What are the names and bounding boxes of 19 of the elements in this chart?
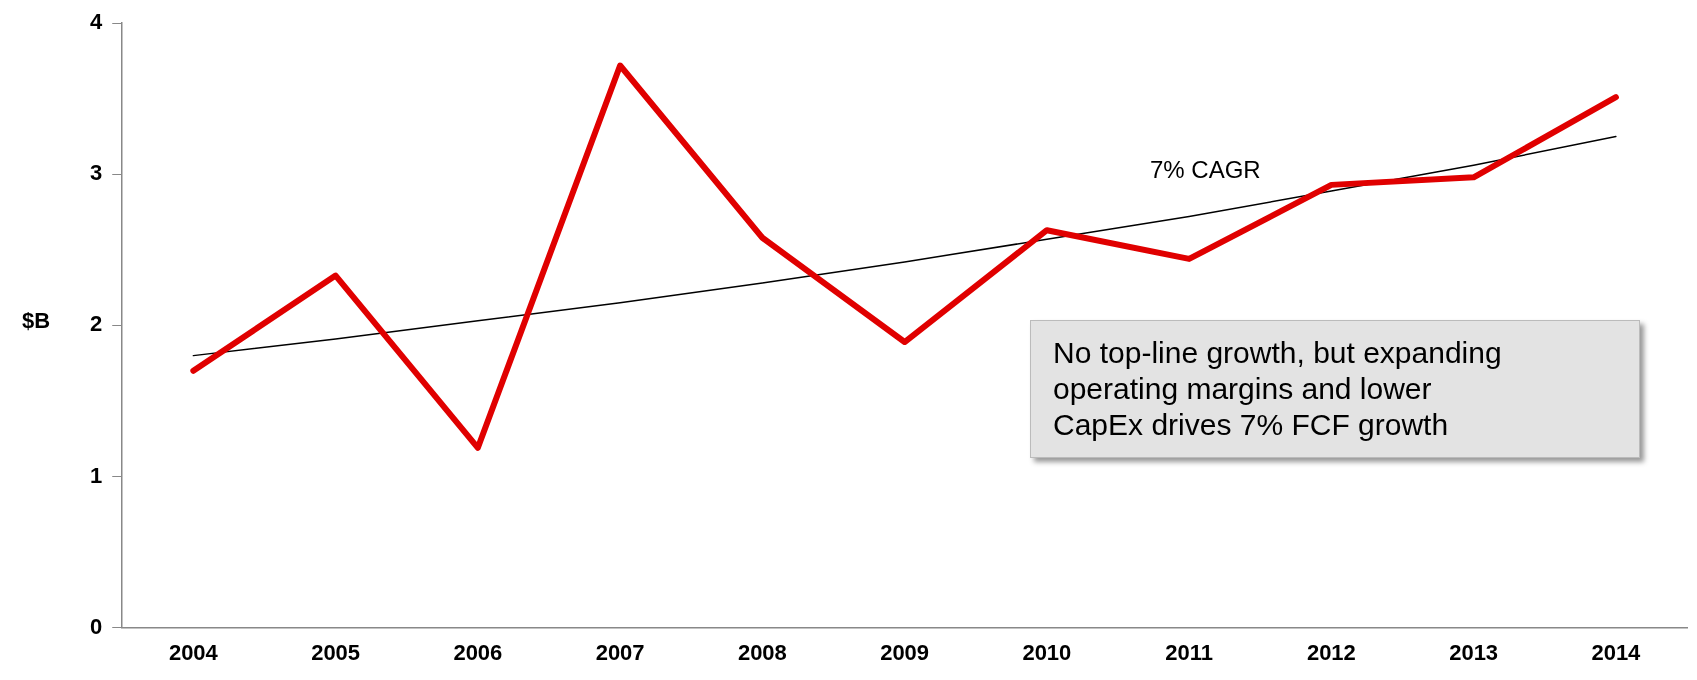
x-tick-label: 2013 (1449, 639, 1499, 665)
y-tick-label: 0 (89, 613, 103, 639)
callout-box: No top-line growth, but expanding operating margins and lower CapEx drives 7% FCF growth (1030, 320, 1640, 458)
y-tick-label: 2 (89, 311, 103, 337)
x-tick-label: 2008 (737, 639, 787, 665)
x-tick-label: 2012 (1306, 639, 1356, 665)
x-tick-label: 2011 (1165, 639, 1213, 665)
x-tick-label: 2010 (1022, 639, 1072, 665)
annotation: 7% CAGR (1150, 156, 1261, 184)
x-tick-label: 2004 (168, 639, 219, 665)
x-tick-label: 2009 (880, 639, 930, 665)
x-tick-label: 2005 (311, 639, 361, 665)
x-tick-label: 2006 (453, 639, 503, 665)
x-tick-label: 2014 (1591, 639, 1642, 665)
y-tick-label: 4 (89, 9, 103, 35)
x-tick-label: 2007 (595, 639, 645, 665)
y-axis-title: $B (22, 308, 51, 334)
y-tick-label: 3 (89, 160, 103, 186)
y-tick-label: 1 (89, 462, 103, 488)
